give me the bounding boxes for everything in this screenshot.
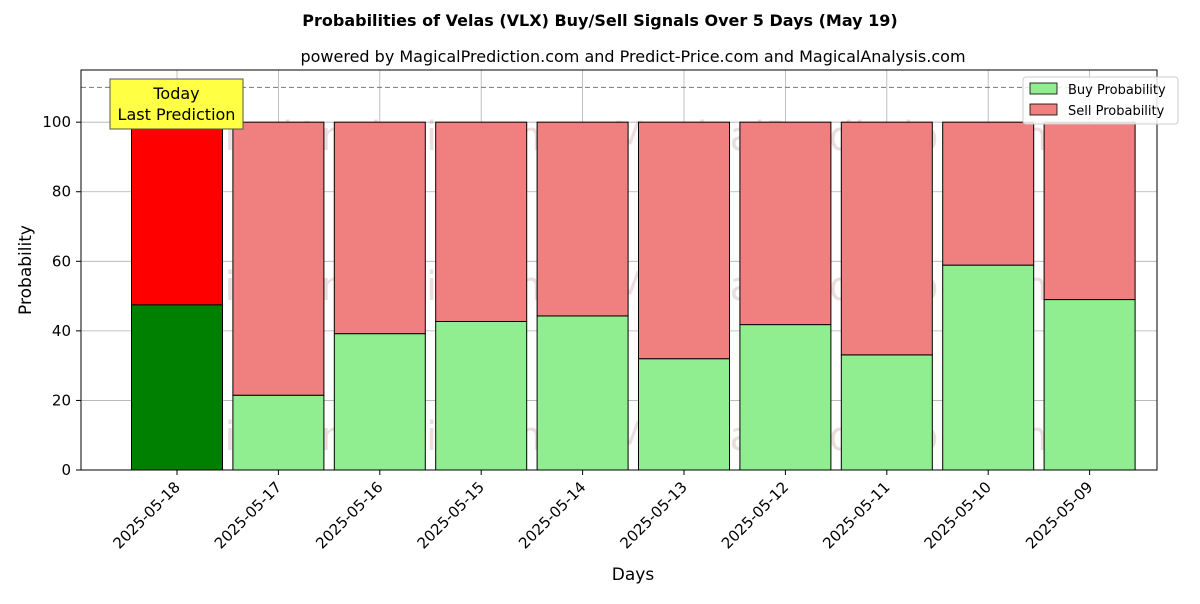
- bar-buy: [739, 324, 832, 471]
- y-tick-label: 60: [52, 252, 71, 270]
- x-tick-label: 2025-05-16: [312, 478, 386, 552]
- bar-buy: [840, 354, 933, 471]
- bar-sell: [638, 121, 730, 360]
- bar-sell: [942, 121, 1035, 266]
- bar-sell: [1043, 121, 1136, 301]
- y-tick-label: 40: [52, 322, 71, 340]
- x-tick-label: 2025-05-14: [515, 478, 589, 552]
- bar-sell: [131, 121, 223, 306]
- x-tick-label: 2025-05-13: [616, 478, 690, 552]
- x-tick-label: 2025-05-15: [414, 478, 488, 552]
- x-tick-label: 2025-05-17: [211, 478, 285, 552]
- legend: Buy Probability Sell Probability: [1022, 76, 1179, 125]
- bar-sell: [536, 121, 629, 317]
- y-tick-label: 80: [52, 183, 71, 201]
- bar-sell: [232, 121, 325, 396]
- bar-buy: [131, 304, 223, 471]
- chart-title: Probabilities of Velas (VLX) Buy/Sell Si…: [302, 11, 897, 30]
- bar-sell: [435, 121, 528, 322]
- legend-swatch-sell: [1029, 103, 1058, 116]
- bar-sell: [840, 121, 933, 356]
- bar-sell: [333, 121, 426, 335]
- y-tick-label: 20: [52, 391, 71, 409]
- x-tick-label: 2025-05-09: [1022, 478, 1096, 552]
- bars: [131, 121, 1136, 471]
- plot-frame: [80, 69, 1158, 471]
- legend-frame: [1022, 76, 1179, 125]
- today-annotation: Today Last Prediction: [109, 78, 244, 130]
- x-tick-label: 2025-05-11: [819, 478, 893, 552]
- last-prediction-label: Last Prediction: [118, 105, 236, 124]
- x-tick-label: 2025-05-10: [921, 478, 995, 552]
- bar-sell: [739, 121, 832, 326]
- bar-buy: [942, 264, 1035, 471]
- legend-swatch-buy: [1029, 82, 1058, 95]
- today-annotation-box: [109, 78, 244, 130]
- legend-label-sell: Sell Probability: [1068, 104, 1165, 119]
- bar-buy: [333, 333, 426, 471]
- bar-buy: [1043, 299, 1136, 471]
- y-tick-label: 100: [42, 113, 71, 131]
- bar-buy: [536, 315, 629, 471]
- x-tick-label: 2025-05-12: [718, 478, 792, 552]
- x-tick-label: 2025-05-18: [109, 478, 183, 552]
- x-axis-label: Days: [612, 565, 655, 585]
- bar-buy: [232, 394, 325, 471]
- y-axis-label: Probability: [16, 225, 36, 315]
- y-tick-label: 0: [61, 461, 71, 479]
- today-label: Today: [152, 84, 199, 103]
- x-axis: 2025-05-18 2025-05-17 2025-05-16 2025-05-15…: [109, 470, 1096, 552]
- legend-label-buy: Buy Probability: [1068, 83, 1166, 98]
- y-axis: 0 20 40 60 80 100: [42, 113, 81, 479]
- bar-buy: [435, 320, 528, 471]
- bar-buy: [638, 358, 730, 471]
- chart-subtitle: powered by MagicalPrediction.com and Pre…: [300, 47, 965, 66]
